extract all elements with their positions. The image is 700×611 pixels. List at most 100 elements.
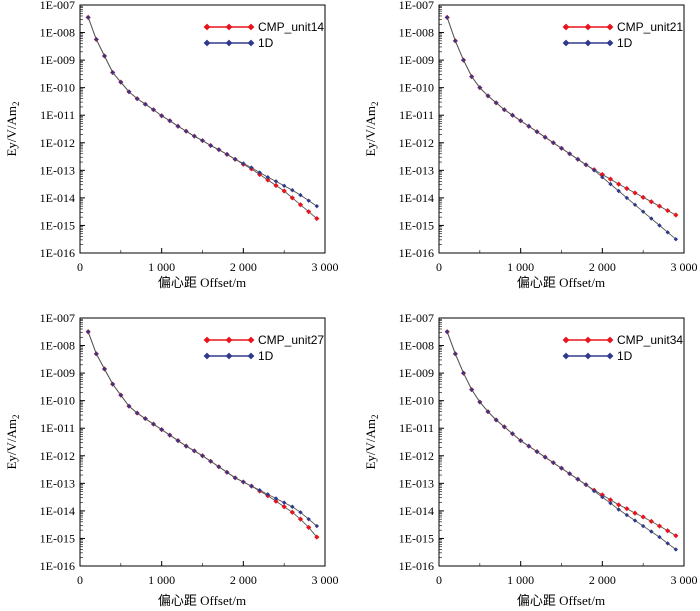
data-point-cmp bbox=[616, 181, 622, 187]
data-point-1d bbox=[241, 161, 246, 166]
data-point-1d bbox=[167, 118, 173, 123]
data-point-1d bbox=[600, 494, 605, 500]
x-axis-title: 偏心距 Offset/m bbox=[517, 275, 605, 290]
data-point-1d bbox=[600, 175, 605, 180]
y-tick-label: 1E-014 bbox=[40, 191, 75, 205]
data-point-1d bbox=[526, 443, 532, 449]
y-axis-title: Ey/V/Am2 bbox=[4, 101, 21, 156]
data-point-1d bbox=[249, 165, 254, 170]
data-point-1d bbox=[298, 510, 303, 515]
data-point-1d bbox=[567, 471, 572, 476]
x-tick-label: 2 000 bbox=[230, 573, 257, 587]
y-tick-label: 1E-013 bbox=[40, 163, 75, 177]
data-point-1d bbox=[567, 151, 572, 156]
x-tick-label: 0 bbox=[77, 260, 83, 274]
data-point-1d bbox=[306, 516, 311, 522]
data-point-1d bbox=[232, 475, 238, 481]
data-point-cmp bbox=[665, 528, 671, 534]
data-point-1d bbox=[485, 93, 491, 99]
data-point-1d bbox=[510, 113, 515, 118]
x-tick-label: 3 000 bbox=[312, 260, 339, 274]
data-point-cmp bbox=[607, 497, 614, 503]
data-point-cmp bbox=[289, 509, 295, 515]
data-point-1d bbox=[591, 488, 597, 494]
data-point-1d bbox=[208, 143, 213, 148]
data-point-1d bbox=[453, 38, 458, 44]
data-point-1d bbox=[649, 529, 654, 534]
y-tick-label: 1E-007 bbox=[40, 0, 75, 12]
data-point-1d bbox=[216, 147, 222, 152]
data-point-1d bbox=[118, 79, 124, 85]
data-point-1d bbox=[493, 100, 499, 106]
x-tick-label: 2 000 bbox=[230, 260, 257, 274]
data-point-1d bbox=[510, 431, 515, 436]
legend-swatch-marker bbox=[584, 352, 592, 360]
legend-swatch-marker bbox=[225, 352, 233, 360]
x-tick-label: 0 bbox=[77, 573, 83, 587]
data-point-1d bbox=[657, 223, 662, 228]
y-tick-label: 1E-016 bbox=[40, 246, 75, 260]
y-tick-label: 1E-016 bbox=[399, 246, 434, 260]
data-point-1d bbox=[192, 448, 197, 454]
data-point-cmp bbox=[297, 202, 304, 208]
legend-swatch-marker bbox=[203, 39, 211, 47]
data-point-cmp bbox=[632, 190, 638, 196]
data-point-1d bbox=[559, 146, 564, 151]
data-point-1d bbox=[469, 387, 474, 392]
data-point-1d bbox=[624, 195, 630, 201]
data-point-cmp bbox=[607, 176, 614, 182]
data-point-1d bbox=[649, 216, 654, 221]
data-point-1d bbox=[265, 175, 271, 180]
data-point-1d bbox=[314, 523, 320, 529]
legend-label: CMP_unit14 bbox=[258, 20, 324, 34]
data-point-1d bbox=[118, 392, 124, 398]
legend-swatch-marker bbox=[584, 39, 592, 47]
data-point-1d bbox=[241, 479, 246, 485]
data-point-1d bbox=[143, 416, 148, 421]
data-point-cmp bbox=[673, 212, 679, 218]
y-tick-label: 1E-014 bbox=[399, 191, 434, 205]
y-tick-label: 1E-016 bbox=[399, 559, 434, 573]
data-point-1d bbox=[281, 500, 287, 505]
y-tick-label: 1E-013 bbox=[399, 163, 434, 177]
legend-swatch-marker bbox=[562, 39, 570, 47]
data-point-1d bbox=[518, 438, 523, 443]
legend-label: CMP_unit34 bbox=[617, 333, 683, 347]
data-point-1d bbox=[453, 351, 458, 357]
y-tick-label: 1E-011 bbox=[399, 421, 434, 435]
data-point-cmp bbox=[265, 177, 271, 183]
data-point-1d bbox=[493, 417, 499, 423]
legend-swatch-marker bbox=[247, 336, 255, 344]
y-tick-label: 1E-014 bbox=[40, 504, 75, 518]
legend: CMP_unit34 1D bbox=[562, 333, 683, 363]
legend-label: 1D bbox=[617, 36, 633, 50]
legend-swatch-marker bbox=[606, 352, 614, 360]
data-point-1d bbox=[444, 329, 450, 334]
y-tick-label: 1E-011 bbox=[399, 108, 434, 122]
y-tick-label: 1E-015 bbox=[399, 531, 434, 545]
data-point-1d bbox=[632, 202, 638, 207]
data-point-cmp bbox=[640, 514, 646, 520]
legend-label: 1D bbox=[617, 349, 633, 363]
data-point-1d bbox=[575, 157, 581, 162]
data-point-1d bbox=[542, 135, 548, 140]
x-axis-title: 偏心距 Offset/m bbox=[158, 593, 246, 608]
y-tick-label: 1E-013 bbox=[40, 476, 75, 490]
x-tick-label: 1 000 bbox=[148, 260, 175, 274]
data-point-1d bbox=[542, 454, 548, 460]
data-point-1d bbox=[502, 107, 507, 112]
data-point-cmp bbox=[665, 207, 671, 214]
legend-label: CMP_unit21 bbox=[617, 20, 683, 34]
data-point-1d bbox=[183, 443, 189, 449]
y-tick-label: 1E-011 bbox=[40, 108, 75, 122]
x-tick-label: 3 000 bbox=[312, 573, 339, 587]
y-tick-label: 1E-009 bbox=[40, 366, 75, 380]
data-point-1d bbox=[534, 129, 540, 134]
data-point-cmp bbox=[648, 518, 654, 524]
data-point-1d bbox=[110, 70, 115, 75]
legend-swatch-marker bbox=[584, 23, 592, 31]
data-point-1d bbox=[461, 370, 466, 376]
data-point-1d bbox=[102, 366, 107, 372]
data-point-1d bbox=[608, 500, 613, 506]
y-axis-title: Ey/V/Am2 bbox=[363, 414, 380, 469]
